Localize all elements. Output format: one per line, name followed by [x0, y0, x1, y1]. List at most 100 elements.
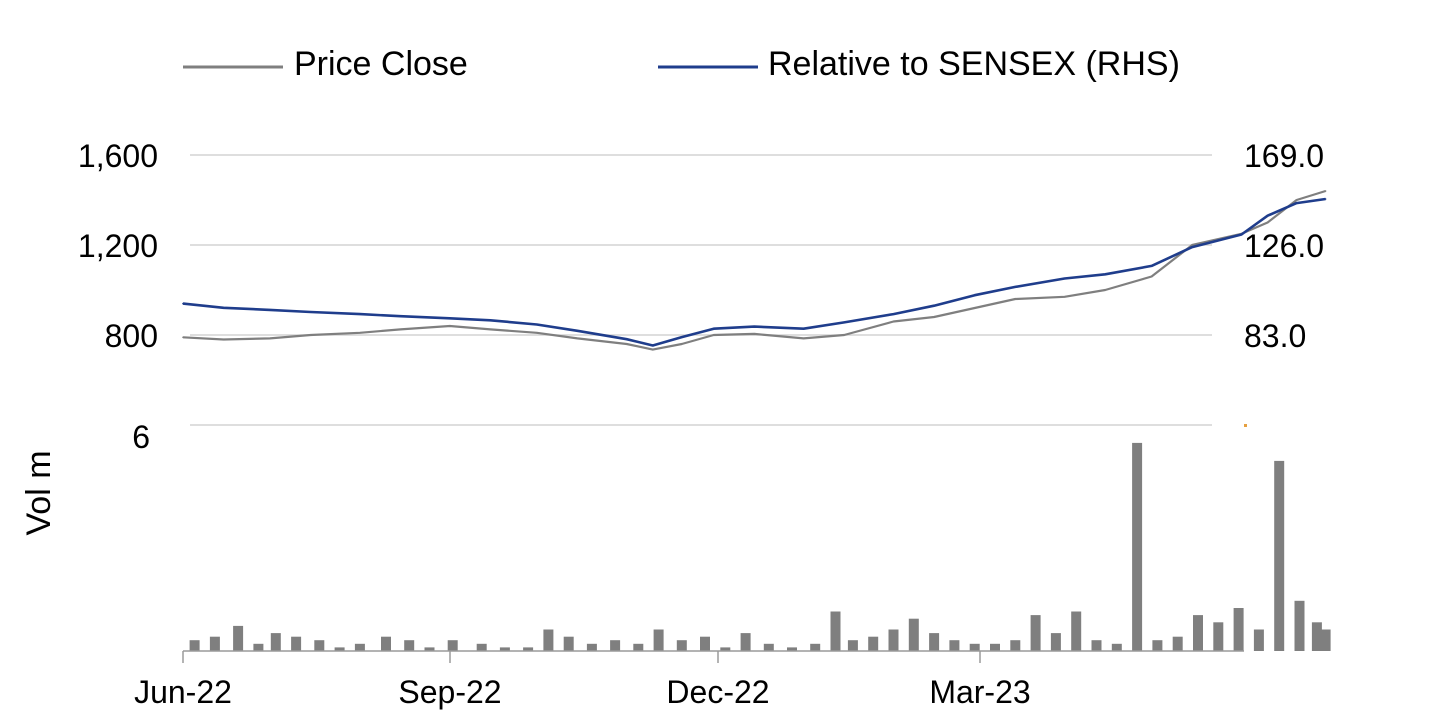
relative-to-sensex-series: [182, 197, 1327, 347]
volume-bar: [189, 640, 200, 651]
volume-bar: [1294, 600, 1305, 651]
left-tick-label: 800: [105, 318, 158, 354]
data-point: [399, 315, 402, 318]
data-point: [536, 332, 538, 334]
data-point: [359, 332, 361, 334]
volume-bar: [523, 647, 534, 651]
data-point: [1295, 202, 1298, 204]
volume-bar: [888, 629, 899, 651]
volume-bar: [610, 640, 621, 651]
price-grid: [190, 154, 1212, 336]
data-point: [1191, 246, 1193, 248]
volume-bar: [253, 643, 264, 651]
right-axis-ticks: 83.0 126.0 169.0: [1244, 138, 1324, 354]
volume-bar: [700, 636, 710, 651]
volume-bar: [209, 636, 220, 651]
volume-bar: [810, 643, 821, 651]
x-tick-label: Sep-22: [398, 674, 501, 710]
volume-bar: [1172, 636, 1183, 651]
left-tick-label: 1,600: [78, 138, 158, 174]
volume-bar: [1091, 640, 1102, 651]
volume-bar: [720, 647, 731, 651]
data-point: [1240, 233, 1243, 236]
data-point: [222, 338, 225, 341]
volume-bars: [189, 442, 1331, 651]
volume-bar: [354, 643, 365, 651]
volume-bar: [1111, 643, 1122, 651]
data-point: [399, 328, 402, 331]
volume-bar: [908, 618, 919, 651]
volume-bar: [381, 636, 391, 651]
data-point: [1014, 286, 1017, 288]
data-point: [1266, 214, 1269, 217]
volume-bar: [1253, 629, 1264, 651]
data-point: [681, 336, 683, 338]
volume-axis-ticks: 6: [132, 419, 150, 455]
data-point: [712, 327, 715, 330]
x-tick-label: Mar-23: [929, 674, 1030, 710]
legend-label-relative-to-sensex: Relative to SENSEX (RHS): [768, 45, 1180, 83]
data-point: [843, 334, 845, 336]
x-axis-ticks: Jun-22 Sep-22 Dec-22 Mar-23: [134, 651, 1031, 710]
x-tick-label: Dec-22: [666, 674, 769, 710]
data-point: [489, 328, 492, 331]
data-point: [625, 338, 628, 341]
data-point: [802, 327, 805, 330]
data-point: [1324, 190, 1327, 192]
data-point: [1324, 198, 1327, 200]
volume-bar: [314, 640, 325, 651]
data-point: [182, 302, 184, 305]
volume-bar: [1071, 611, 1082, 651]
data-point: [933, 304, 935, 307]
volume-bar: [270, 633, 281, 651]
data-point: [359, 313, 361, 315]
data-point: [973, 307, 976, 309]
data-point: [222, 307, 225, 309]
data-point: [933, 316, 935, 318]
volume-bar: [763, 643, 774, 651]
data-point: [652, 348, 654, 351]
volume-bar: [740, 633, 751, 651]
volume-bar: [499, 647, 510, 651]
data-point: [269, 337, 271, 340]
volume-bar: [1132, 442, 1143, 651]
data-point: [576, 330, 579, 332]
volume-bar: [424, 647, 435, 651]
volume-bar: [1050, 633, 1061, 651]
data-point: [625, 343, 628, 345]
data-point: [892, 313, 895, 315]
volume-bar: [291, 636, 302, 651]
volume-axis-label: Vol m: [20, 450, 58, 535]
volume-bar: [633, 643, 644, 651]
data-point: [1063, 277, 1066, 280]
legend: Price Close Relative to SENSEX (RHS): [183, 45, 1180, 83]
volume-bar: [868, 636, 879, 651]
volume-bar: [676, 640, 687, 651]
data-point: [269, 309, 271, 311]
volume-bar: [1193, 615, 1203, 651]
data-point: [309, 334, 312, 336]
volume-bar: [1213, 622, 1224, 651]
data-point: [652, 344, 654, 347]
data-point: [1104, 273, 1106, 276]
data-point: [309, 311, 312, 313]
data-point: [1295, 199, 1298, 201]
volume-bar: [563, 636, 574, 651]
volume-bar: [969, 643, 980, 651]
data-point: [489, 319, 492, 322]
volume-bar: [1152, 640, 1163, 651]
data-point: [973, 294, 976, 297]
volume-bar: [787, 647, 797, 651]
volume-bar: [1010, 640, 1021, 651]
data-point: [753, 333, 756, 335]
left-axis-ticks: 800 1,200 1,600: [78, 138, 158, 354]
data-point: [449, 317, 451, 320]
volume-bar: [334, 647, 345, 651]
data-point: [1150, 265, 1153, 267]
volume-bar: [447, 640, 458, 651]
volume-bar: [1233, 608, 1244, 651]
left-tick-label: 1,200: [78, 228, 158, 264]
data-point: [1104, 289, 1106, 291]
series-line: [182, 197, 1326, 347]
